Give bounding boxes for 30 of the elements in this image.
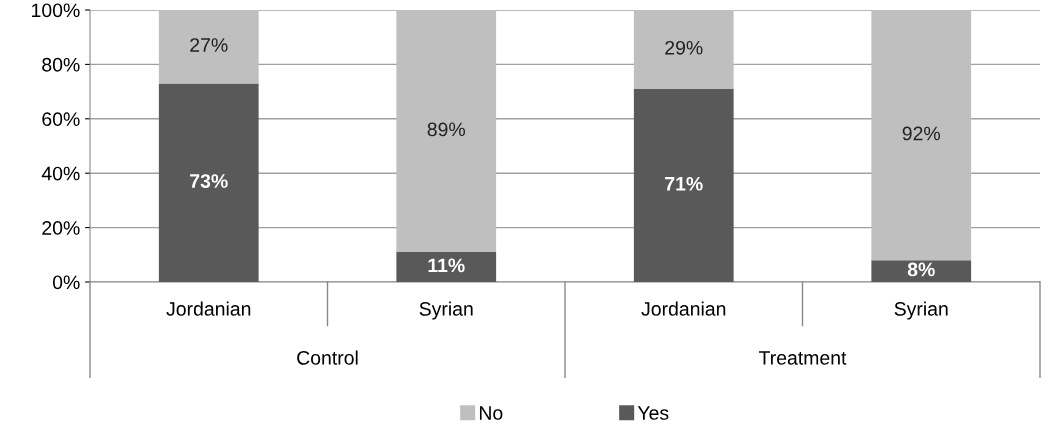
data-label: 92% [902,126,941,141]
bar [871,260,972,282]
y-tick-label: 60% [42,112,80,127]
bar [396,10,497,253]
x-tick-label: Syrian [419,301,473,320]
bar [158,10,259,84]
data-label: 73% [190,174,228,188]
data-label: 27% [190,38,228,52]
x-tick-label: Syrian [894,301,948,320]
legend-label: No [479,406,503,420]
x-tick-label: Jordanian [166,301,251,316]
y-tick-label: 40% [41,166,80,181]
data-label: 71% [665,176,703,191]
y-tick-label: 100% [32,3,80,18]
data-label: 8% [907,262,935,277]
bar [633,10,734,89]
data-label: 11% [428,258,465,273]
y-tick-label: 20% [42,221,80,235]
bar [871,10,972,261]
y-tick-label: 80% [42,57,80,72]
text: Control [297,350,358,365]
bar [396,252,497,282]
data-label: 89% [427,122,466,137]
x-tick-label: Jordanian [641,301,726,316]
bar [633,88,734,282]
bar [158,83,259,282]
y-tick-label: 0% [52,275,80,290]
legend-label: Yes [637,406,669,420]
data-label: 29% [665,40,703,55]
text: Treatment [759,351,847,365]
